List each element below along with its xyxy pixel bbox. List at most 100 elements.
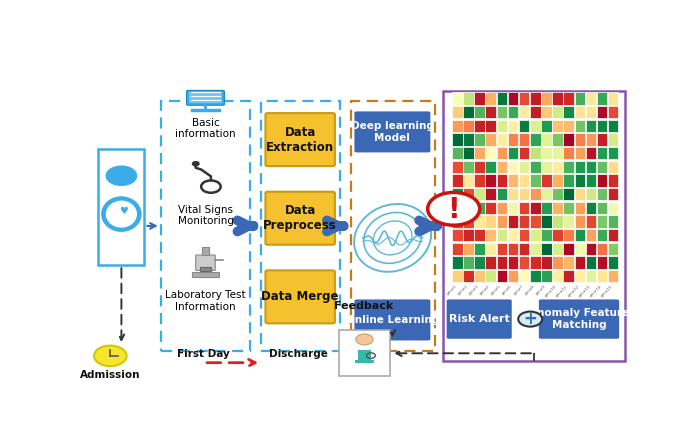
Bar (586, 229, 596, 242)
Bar (608, 256, 619, 269)
Text: Online Learning: Online Learning (346, 315, 439, 325)
Bar (575, 229, 585, 242)
Bar (564, 174, 574, 186)
Bar (519, 256, 529, 269)
Bar (552, 243, 563, 255)
Bar (552, 161, 563, 173)
Bar (552, 174, 563, 186)
Bar (496, 147, 507, 159)
Bar (496, 119, 507, 132)
Bar (496, 202, 507, 214)
FancyBboxPatch shape (353, 346, 377, 357)
FancyBboxPatch shape (354, 299, 430, 341)
Bar (552, 229, 563, 242)
Bar (508, 174, 518, 186)
Bar (552, 106, 563, 118)
Bar (475, 229, 485, 242)
Circle shape (193, 162, 199, 166)
Bar (475, 202, 485, 214)
Text: Anomaly Feature
Matching: Anomaly Feature Matching (529, 308, 629, 330)
Bar (452, 229, 463, 242)
Bar (530, 147, 540, 159)
Bar (575, 147, 585, 159)
Text: gene7: gene7 (512, 284, 524, 296)
Bar (575, 270, 585, 282)
Bar (597, 106, 608, 118)
FancyBboxPatch shape (186, 91, 225, 105)
Bar (452, 119, 463, 132)
Text: gene9: gene9 (535, 284, 547, 296)
Bar (564, 92, 574, 105)
Bar (452, 174, 463, 186)
Bar (608, 202, 619, 214)
Bar (564, 106, 574, 118)
Bar (496, 229, 507, 242)
Text: Laboratory Test
Information: Laboratory Test Information (165, 290, 246, 312)
Bar (519, 243, 529, 255)
Bar (452, 215, 463, 228)
Bar (608, 174, 619, 186)
Bar (608, 188, 619, 200)
Bar (519, 202, 529, 214)
Bar (530, 188, 540, 200)
Bar (541, 188, 552, 200)
Bar (586, 147, 596, 159)
Bar (508, 256, 518, 269)
Bar (564, 229, 574, 242)
FancyBboxPatch shape (265, 192, 335, 245)
Bar (541, 256, 552, 269)
Bar (597, 161, 608, 173)
Bar (564, 119, 574, 132)
Bar (475, 92, 485, 105)
Bar (530, 161, 540, 173)
Bar (452, 161, 463, 173)
Bar (552, 202, 563, 214)
Bar (463, 147, 474, 159)
Bar (508, 229, 518, 242)
Text: gene3: gene3 (468, 284, 480, 296)
Bar (575, 92, 585, 105)
Bar (608, 147, 619, 159)
Bar (564, 161, 574, 173)
Text: gene2: gene2 (457, 284, 469, 296)
Bar (541, 174, 552, 186)
Bar (519, 188, 529, 200)
Bar (530, 243, 540, 255)
Bar (452, 202, 463, 214)
Bar (463, 243, 474, 255)
Bar (519, 119, 529, 132)
Bar (552, 215, 563, 228)
Text: Deep learning
Model: Deep learning Model (351, 121, 434, 143)
Bar (597, 243, 608, 255)
Bar (519, 161, 529, 173)
Bar (552, 133, 563, 146)
Bar (586, 174, 596, 186)
Bar (597, 147, 608, 159)
Bar (575, 256, 585, 269)
Bar (486, 147, 496, 159)
Bar (452, 243, 463, 255)
Bar (552, 270, 563, 282)
Bar (496, 270, 507, 282)
Bar (541, 161, 552, 173)
Text: Feedback: Feedback (335, 301, 393, 311)
Bar (463, 133, 474, 146)
Bar (452, 188, 463, 200)
Bar (475, 119, 485, 132)
FancyBboxPatch shape (371, 346, 377, 360)
Bar (575, 188, 585, 200)
Bar (608, 133, 619, 146)
Bar (486, 256, 496, 269)
Text: gene5: gene5 (490, 284, 502, 296)
Bar (564, 188, 574, 200)
Bar (475, 133, 485, 146)
Bar (496, 106, 507, 118)
Bar (508, 106, 518, 118)
Bar (463, 188, 474, 200)
Bar (608, 270, 619, 282)
Bar (564, 202, 574, 214)
Bar (486, 243, 496, 255)
Bar (508, 133, 518, 146)
FancyBboxPatch shape (539, 299, 619, 339)
Bar (475, 243, 485, 255)
